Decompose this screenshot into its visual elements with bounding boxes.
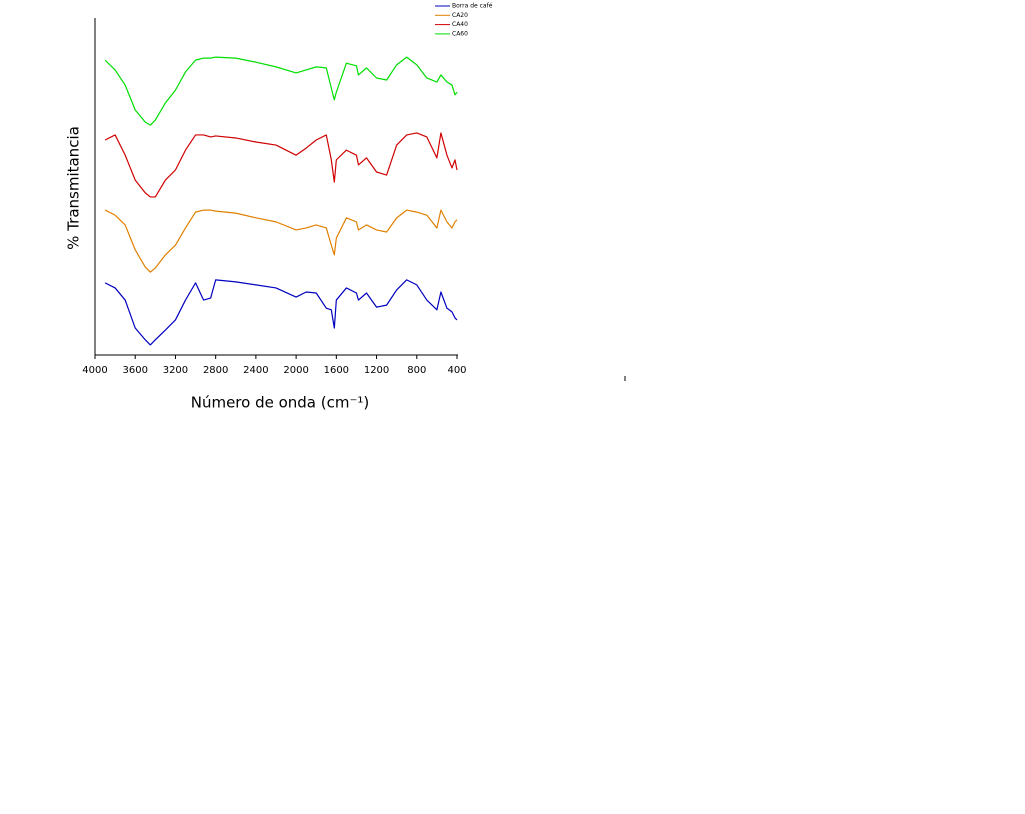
legend-label: CA20	[452, 12, 468, 19]
legend-label: CA60	[452, 30, 468, 37]
series-line	[104, 209, 458, 273]
x-tick-label: 1200	[364, 365, 389, 376]
series-line	[104, 132, 458, 198]
legend-label: Borra de café	[452, 3, 493, 10]
series-line	[104, 56, 458, 126]
x-tick-label: 1600	[324, 365, 349, 376]
x-tick-label: 2000	[283, 365, 308, 376]
x-tick-label: 800	[407, 365, 426, 376]
x-tick-label: 2400	[243, 365, 268, 376]
x-tick-label: 4000	[82, 365, 107, 376]
x-tick-label: 3200	[163, 365, 188, 376]
y-axis-label: % Transmitancia	[65, 126, 83, 250]
x-tick-label: 3600	[122, 365, 147, 376]
x-tick-label: 400	[447, 365, 466, 376]
series-line	[104, 279, 458, 346]
legend-label: CA40	[452, 21, 468, 28]
x-tick-label: 2800	[203, 365, 228, 376]
x-axis-label: Número de onda (cm⁻¹)	[191, 394, 370, 412]
